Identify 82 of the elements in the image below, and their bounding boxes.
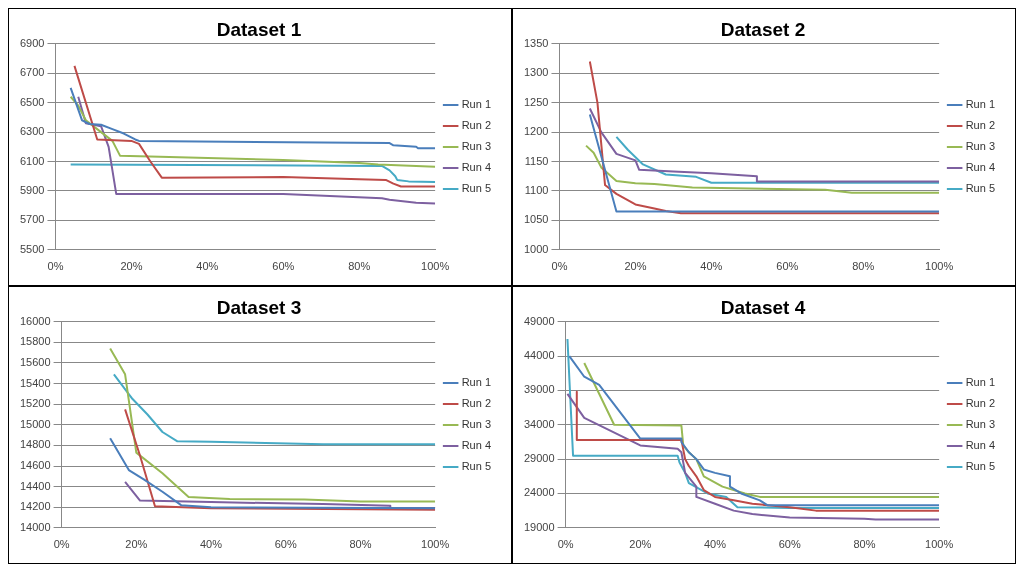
y-tick-label: 34000: [523, 417, 555, 430]
x-tick-label: 100%: [421, 260, 450, 273]
y-tick-label: 1250: [523, 95, 549, 108]
y-tick-label: 14200: [19, 500, 51, 513]
legend-label: Run 2: [461, 119, 492, 132]
y-tick-label: 14400: [19, 479, 51, 492]
y-tick-label: 39000: [523, 383, 555, 396]
y-tick-label: 1350: [523, 36, 549, 49]
chart-title: Dataset 1: [216, 18, 302, 40]
legend-label: Run 1: [965, 98, 996, 111]
x-tick-label: 40%: [196, 260, 219, 273]
y-tick-label: 15200: [19, 397, 51, 410]
y-tick-label: 14800: [19, 438, 51, 451]
legend-label: Run 2: [965, 397, 996, 410]
y-tick-label: 49000: [523, 314, 555, 327]
y-tick-label: 1150: [524, 154, 549, 167]
y-tick-label: 6100: [19, 154, 45, 167]
legend-label: Run 4: [461, 161, 492, 174]
x-tick-label: 100%: [925, 538, 954, 551]
x-tick-label: 40%: [200, 538, 223, 551]
y-tick-label: 16000: [19, 314, 51, 327]
y-tick-label: 6900: [19, 36, 45, 49]
legend-label: Run 3: [461, 418, 492, 431]
legend-label: Run 3: [461, 140, 492, 153]
y-tick-label: 15400: [19, 376, 51, 389]
x-tick-label: 100%: [421, 538, 450, 551]
legend-label: Run 1: [461, 376, 492, 389]
x-tick-label: 0%: [47, 260, 64, 273]
x-tick-label: 60%: [272, 260, 295, 273]
x-tick-label: 100%: [925, 260, 954, 273]
x-tick-label: 40%: [700, 260, 723, 273]
x-tick-label: 20%: [624, 260, 647, 273]
y-tick-label: 15800: [19, 335, 51, 348]
x-tick-label: 20%: [629, 538, 652, 551]
legend-label: Run 1: [965, 376, 996, 389]
y-tick-label: 14600: [19, 459, 51, 472]
legend-label: Run 5: [965, 460, 996, 473]
legend-label: Run 1: [461, 98, 492, 111]
y-tick-label: 44000: [523, 349, 555, 362]
y-tick-label: 1000: [523, 242, 549, 255]
legend-label: Run 4: [965, 161, 996, 174]
x-tick-label: 80%: [852, 260, 875, 273]
x-tick-label: 60%: [778, 538, 801, 551]
y-tick-label: 15000: [19, 417, 51, 430]
x-tick-label: 40%: [704, 538, 727, 551]
y-tick-label: 1050: [523, 213, 549, 226]
y-tick-label: 1300: [523, 66, 549, 79]
x-tick-label: 0%: [551, 260, 568, 273]
legend-label: Run 5: [461, 460, 492, 473]
x-tick-label: 20%: [120, 260, 143, 273]
y-tick-label: 19000: [523, 520, 555, 533]
x-tick-label: 80%: [348, 260, 371, 273]
x-tick-label: 20%: [125, 538, 148, 551]
y-tick-label: 24000: [523, 486, 555, 499]
y-tick-label: 5500: [19, 242, 45, 255]
legend-label: Run 5: [965, 182, 996, 195]
chart-title: Dataset 2: [720, 18, 806, 40]
y-tick-label: 6700: [19, 66, 45, 79]
y-tick-label: 6300: [19, 125, 45, 138]
x-tick-label: 60%: [274, 538, 297, 551]
y-tick-label: 5900: [19, 183, 45, 196]
legend-label: Run 4: [461, 439, 492, 452]
legend-label: Run 3: [965, 140, 996, 153]
legend-label: Run 5: [461, 182, 492, 195]
x-tick-label: 80%: [853, 538, 876, 551]
y-tick-label: 14000: [19, 520, 51, 533]
x-tick-label: 60%: [776, 260, 799, 273]
y-tick-label: 1100: [524, 183, 549, 196]
y-tick-label: 5700: [19, 213, 45, 226]
legend-label: Run 4: [965, 439, 996, 452]
x-tick-label: 0%: [557, 538, 574, 551]
x-tick-label: 0%: [53, 538, 70, 551]
legend-label: Run 2: [965, 119, 996, 132]
x-tick-label: 80%: [349, 538, 372, 551]
legend-label: Run 3: [965, 418, 996, 431]
y-tick-label: 6500: [19, 95, 45, 108]
y-tick-label: 15600: [19, 356, 51, 369]
chart-title: Dataset 3: [216, 296, 302, 318]
y-tick-label: 29000: [523, 452, 555, 465]
chart-title: Dataset 4: [720, 296, 806, 318]
legend-label: Run 2: [461, 397, 492, 410]
y-tick-label: 1200: [523, 125, 549, 138]
